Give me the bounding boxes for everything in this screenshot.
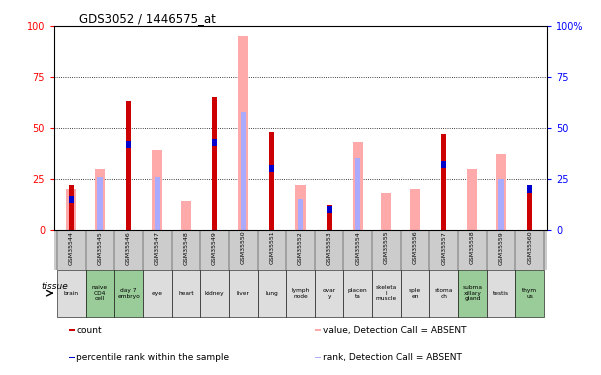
FancyBboxPatch shape [257,270,286,317]
Bar [468,169,477,230]
FancyBboxPatch shape [487,270,516,317]
Text: heart: heart [178,291,194,296]
FancyBboxPatch shape [57,270,85,317]
FancyBboxPatch shape [229,270,257,317]
Text: day 7
embryо: day 7 embryо [117,288,140,298]
FancyBboxPatch shape [344,270,372,317]
Text: lymph
node: lymph node [291,288,310,298]
FancyBboxPatch shape [372,270,401,317]
Bar [269,132,275,230]
Bar [316,329,322,331]
Bar [496,154,506,230]
Bar [212,139,217,146]
FancyBboxPatch shape [171,270,200,317]
Bar [240,112,246,230]
Bar [69,185,74,230]
Text: placen
ta: placen ta [348,288,368,298]
FancyBboxPatch shape [114,270,143,317]
Text: naive
CD4
cell: naive CD4 cell [92,285,108,302]
Bar [355,159,361,230]
FancyBboxPatch shape [401,270,430,317]
Bar [326,205,332,230]
Text: GSM35553: GSM35553 [327,231,332,265]
Bar [66,189,76,230]
Text: GSM35548: GSM35548 [183,231,188,265]
Bar [181,201,191,229]
Text: tissue: tissue [41,282,68,291]
Bar [316,357,322,358]
FancyBboxPatch shape [430,270,458,317]
Text: testis: testis [493,291,509,296]
Bar [69,329,75,331]
Text: GSM35547: GSM35547 [154,231,160,265]
FancyBboxPatch shape [315,270,344,317]
Text: eye: eye [151,291,163,296]
Text: kidney: kidney [205,291,224,296]
Bar [527,189,532,230]
Text: count: count [76,326,102,335]
Text: value, Detection Call = ABSENT: value, Detection Call = ABSENT [323,326,466,335]
Bar [69,195,74,202]
FancyBboxPatch shape [143,270,171,317]
Text: GSM35558: GSM35558 [470,231,475,264]
Text: GSM35545: GSM35545 [97,231,102,265]
Bar [326,206,332,213]
Bar [126,141,131,148]
Text: GSM35557: GSM35557 [441,231,447,265]
Bar [441,134,447,230]
FancyBboxPatch shape [200,270,229,317]
Text: liver: liver [237,291,249,296]
Text: sple
en: sple en [409,288,421,298]
FancyBboxPatch shape [458,270,487,317]
FancyBboxPatch shape [516,270,544,317]
Text: GSM35544: GSM35544 [69,231,74,265]
Bar [126,102,131,230]
Text: GDS3052 / 1446575_at: GDS3052 / 1446575_at [79,12,216,25]
Text: GSM35554: GSM35554 [355,231,361,265]
FancyBboxPatch shape [286,270,315,317]
FancyBboxPatch shape [85,270,114,317]
Bar [95,169,105,230]
Text: lung: lung [266,291,278,296]
Bar [154,177,160,230]
Text: GSM35559: GSM35559 [499,231,504,265]
Text: GSM35556: GSM35556 [413,231,418,264]
Bar [498,179,504,230]
Text: stoma
ch: stoma ch [435,288,453,298]
Text: subma
xillary
gland: subma xillary gland [462,285,483,302]
Bar [212,98,217,230]
Bar [238,36,248,230]
Bar [269,175,275,230]
Bar [296,185,305,230]
Bar [410,189,420,230]
Text: GSM35555: GSM35555 [384,231,389,264]
Text: brain: brain [64,291,79,296]
Text: GSM35546: GSM35546 [126,231,131,265]
Bar [527,185,532,192]
Bar [441,161,447,168]
Bar [69,357,75,358]
Text: GSM35551: GSM35551 [269,231,274,264]
Bar [298,199,303,230]
Bar [269,165,275,172]
Text: rank, Detection Call = ABSENT: rank, Detection Call = ABSENT [323,353,462,362]
Bar [353,142,363,230]
Text: GSM35560: GSM35560 [527,231,532,264]
Text: percentile rank within the sample: percentile rank within the sample [76,353,230,362]
Text: GSM35552: GSM35552 [298,231,303,265]
Bar [152,150,162,230]
Text: GSM35549: GSM35549 [212,231,217,265]
Text: GSM35550: GSM35550 [240,231,246,264]
Bar [97,177,103,230]
Text: skeleta
l
muscle: skeleta l muscle [376,285,397,302]
Text: thym
us: thym us [522,288,537,298]
Text: ovar
y: ovar y [323,288,336,298]
Bar [382,193,391,230]
